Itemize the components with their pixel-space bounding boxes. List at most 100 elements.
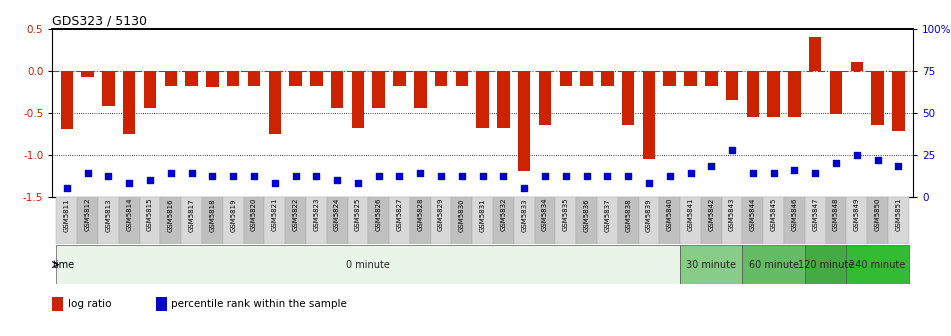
Text: GSM5844: GSM5844	[750, 198, 756, 232]
Text: GSM5824: GSM5824	[334, 198, 340, 232]
Text: GSM5823: GSM5823	[313, 198, 320, 232]
Point	[891, 164, 906, 169]
Bar	[202, 197, 223, 244]
Bar	[846, 245, 909, 284]
Bar	[431, 197, 452, 244]
Point	[371, 174, 386, 179]
Bar	[410, 197, 431, 244]
Point	[246, 174, 262, 179]
Bar	[247, 71, 261, 86]
Bar	[368, 197, 389, 244]
Point	[455, 174, 470, 179]
Point	[767, 170, 782, 176]
Point	[746, 170, 761, 176]
Bar	[52, 297, 64, 311]
Bar	[156, 297, 166, 311]
Text: time: time	[52, 260, 75, 269]
Text: GSM5817: GSM5817	[188, 198, 195, 232]
Point	[122, 180, 137, 186]
Bar	[61, 71, 73, 129]
Point	[516, 185, 532, 191]
Point	[350, 180, 365, 186]
Text: 120 minute: 120 minute	[798, 260, 854, 269]
Bar	[243, 197, 264, 244]
Bar	[722, 197, 743, 244]
Text: GSM5816: GSM5816	[167, 198, 174, 232]
Point	[537, 174, 553, 179]
Bar	[310, 71, 322, 86]
Point	[80, 170, 95, 176]
Point	[204, 174, 220, 179]
Point	[495, 174, 511, 179]
Bar	[289, 71, 301, 86]
Bar	[685, 71, 697, 86]
Text: GSM5845: GSM5845	[770, 198, 777, 232]
Bar	[140, 197, 161, 244]
Bar	[830, 71, 843, 114]
Text: GSM5835: GSM5835	[563, 198, 569, 232]
Bar	[555, 197, 576, 244]
Point	[641, 180, 656, 186]
Bar	[892, 71, 904, 131]
Bar	[77, 197, 98, 244]
Point	[101, 174, 116, 179]
Point	[807, 170, 823, 176]
Bar	[805, 245, 846, 284]
Text: GSM5814: GSM5814	[126, 198, 132, 232]
Point	[184, 170, 199, 176]
Bar	[389, 197, 410, 244]
Point	[164, 170, 179, 176]
Bar	[576, 197, 597, 244]
Bar	[825, 197, 846, 244]
Text: GDS323 / 5130: GDS323 / 5130	[52, 14, 147, 28]
Point	[621, 174, 636, 179]
Bar	[223, 197, 243, 244]
Bar	[182, 197, 202, 244]
Point	[59, 185, 74, 191]
Bar	[394, 71, 406, 86]
Text: GSM5829: GSM5829	[438, 198, 444, 232]
Text: GSM5811: GSM5811	[64, 198, 69, 232]
Bar	[476, 71, 489, 128]
Bar	[452, 197, 473, 244]
Text: 30 minute: 30 minute	[687, 260, 736, 269]
Bar	[805, 197, 825, 244]
Point	[600, 174, 615, 179]
Bar	[98, 197, 119, 244]
Point	[870, 157, 885, 162]
Text: GSM5837: GSM5837	[605, 198, 611, 232]
Point	[828, 160, 844, 166]
Text: GSM5820: GSM5820	[251, 198, 257, 232]
Bar	[539, 71, 552, 125]
Bar	[638, 197, 659, 244]
Bar	[185, 71, 198, 86]
Text: GSM5838: GSM5838	[625, 198, 631, 232]
Bar	[622, 71, 634, 125]
Bar	[788, 71, 801, 117]
Bar	[809, 37, 822, 71]
Bar	[643, 71, 655, 159]
Point	[413, 170, 428, 176]
Bar	[518, 71, 531, 171]
Point	[558, 174, 573, 179]
Bar	[206, 71, 219, 87]
Bar	[456, 71, 468, 86]
Text: GSM5821: GSM5821	[272, 198, 278, 232]
Bar	[493, 197, 514, 244]
Point	[225, 174, 241, 179]
Bar	[743, 245, 805, 284]
Text: GSM5818: GSM5818	[209, 198, 215, 232]
Text: GSM5839: GSM5839	[646, 198, 652, 232]
Text: GSM5831: GSM5831	[479, 198, 486, 232]
Bar	[601, 71, 613, 86]
Bar	[514, 197, 534, 244]
Point	[704, 164, 719, 169]
Point	[579, 174, 594, 179]
Text: GSM5825: GSM5825	[355, 198, 360, 232]
Text: GSM5827: GSM5827	[397, 198, 402, 232]
Bar	[580, 71, 592, 86]
Bar	[888, 197, 909, 244]
Point	[288, 174, 303, 179]
Bar	[784, 197, 805, 244]
Bar	[264, 197, 285, 244]
